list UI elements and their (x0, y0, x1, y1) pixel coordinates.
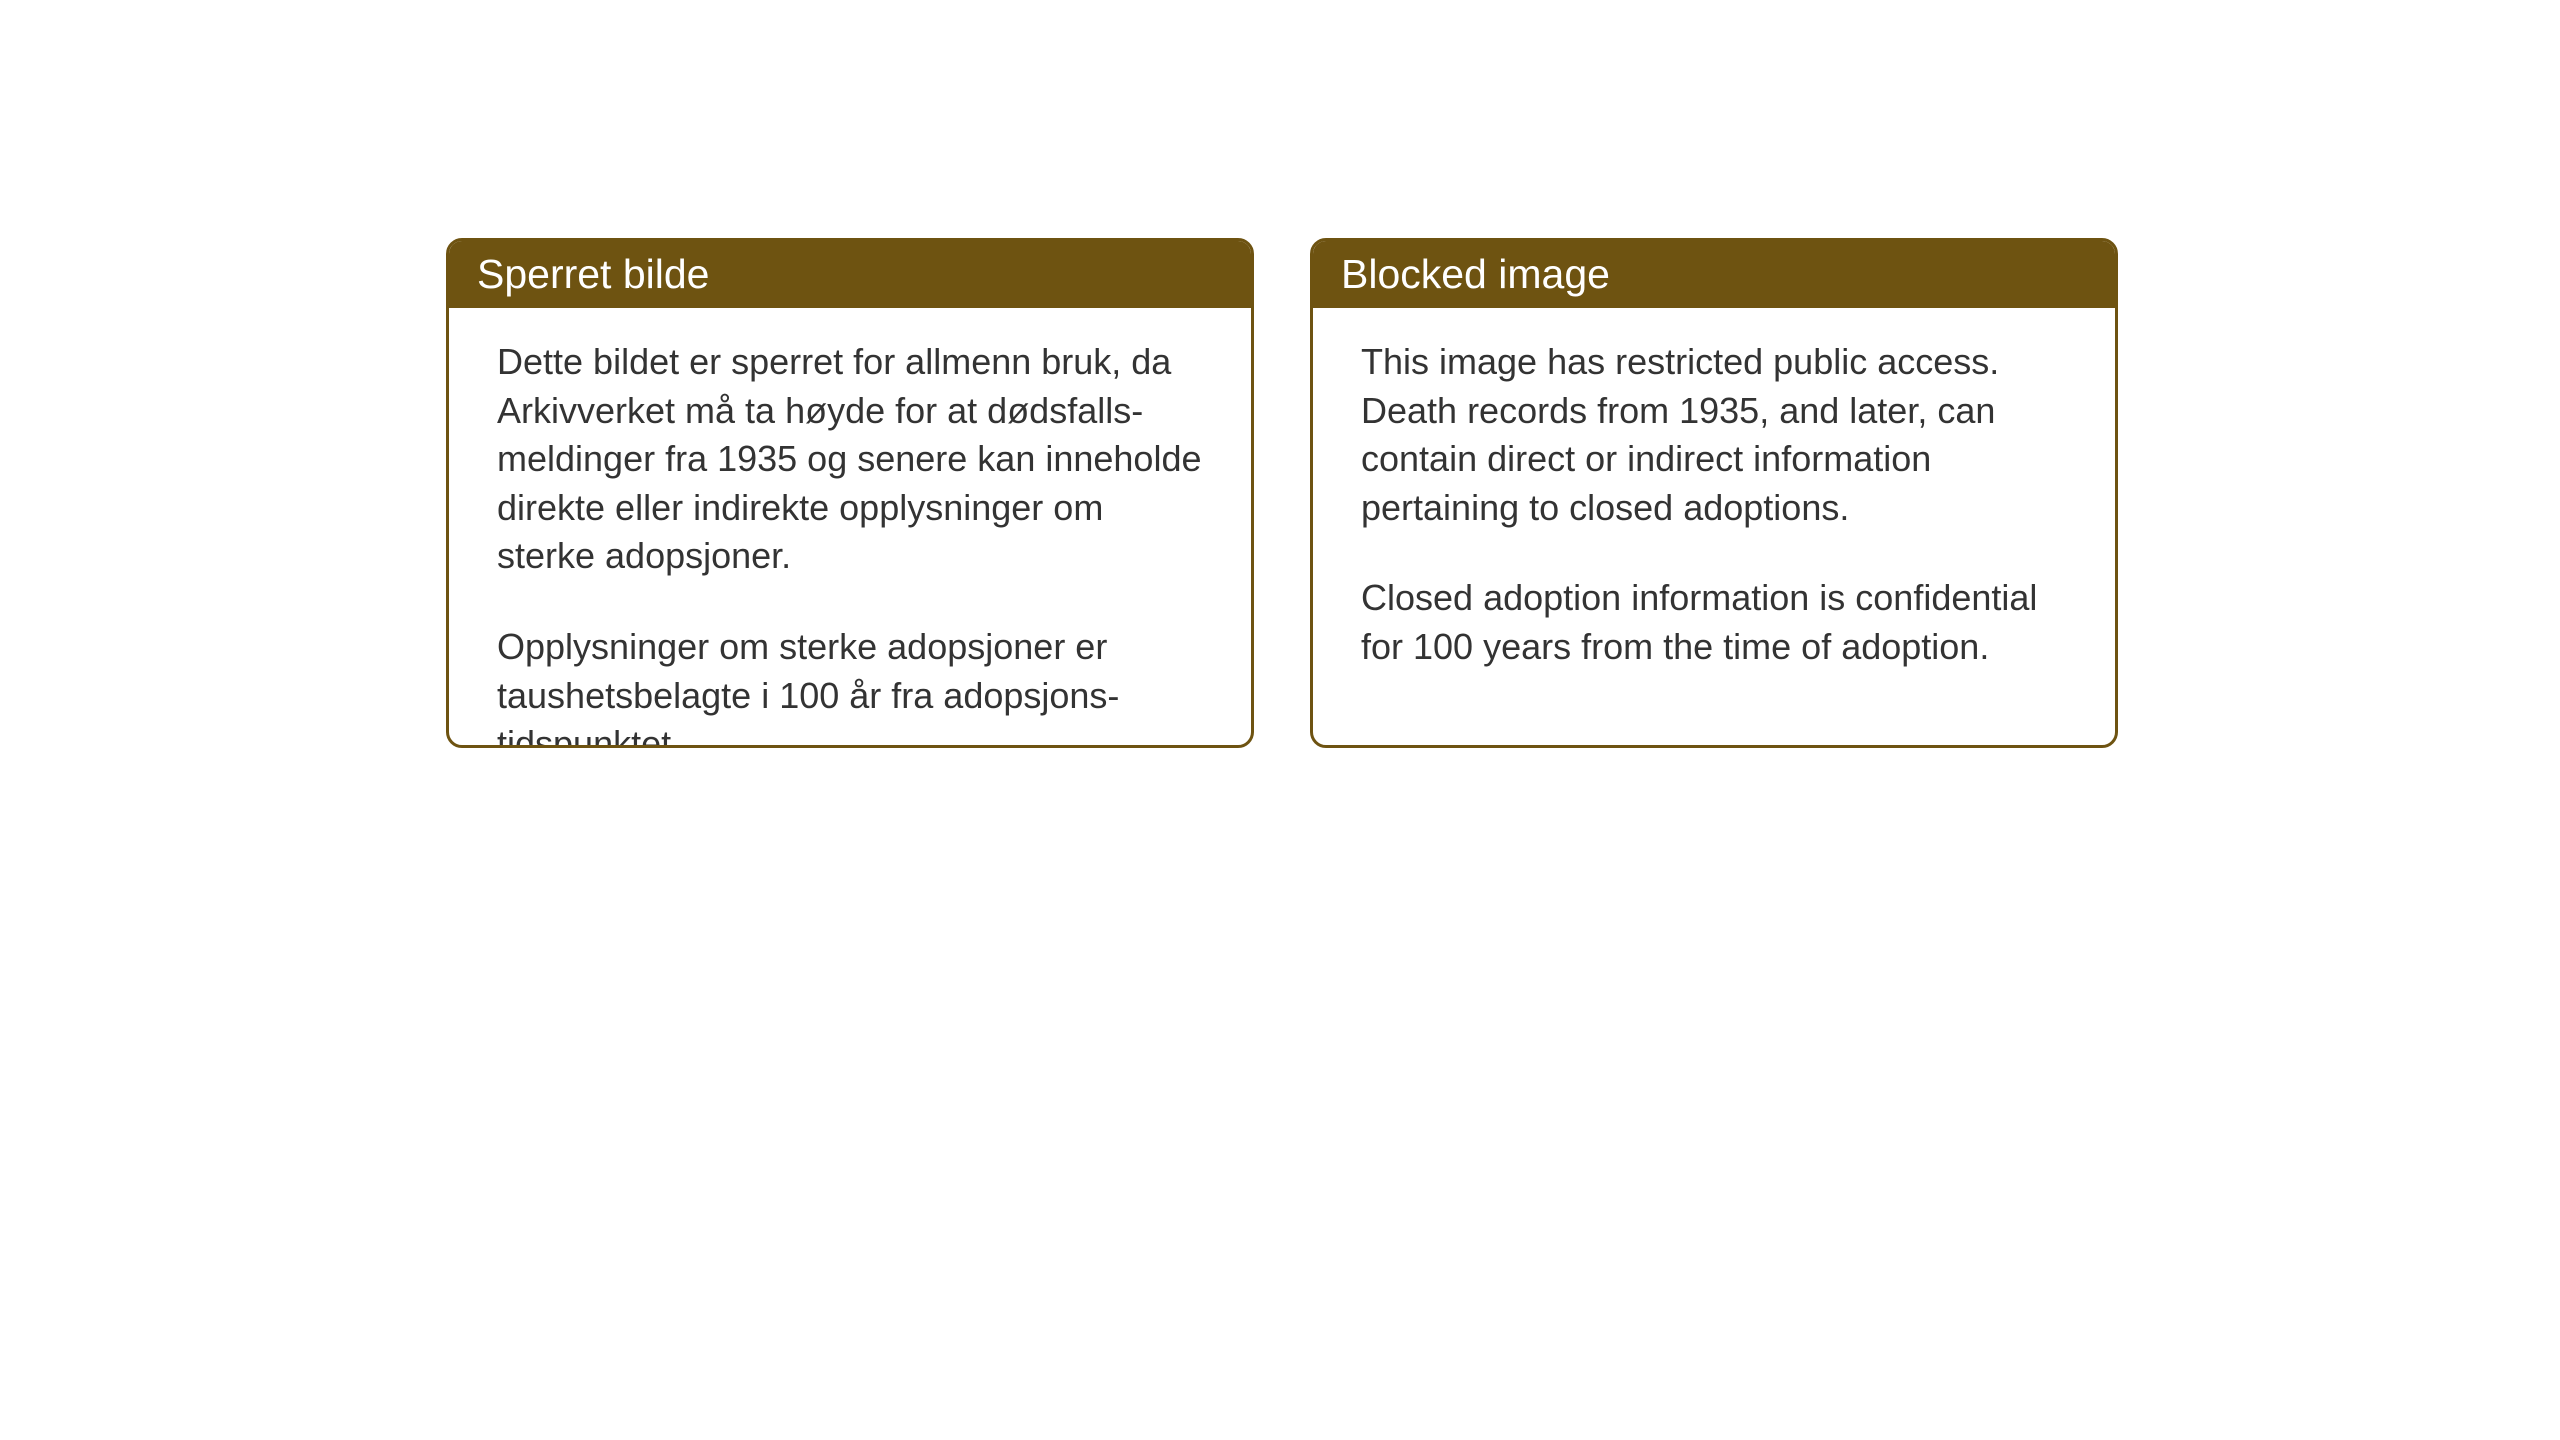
norwegian-notice-card: Sperret bilde Dette bildet er sperret fo… (446, 238, 1254, 748)
english-paragraph-1: This image has restricted public access.… (1361, 338, 2067, 532)
norwegian-paragraph-2: Opplysninger om sterke adopsjoner er tau… (497, 623, 1203, 748)
norwegian-card-title: Sperret bilde (449, 241, 1251, 308)
english-card-title: Blocked image (1313, 241, 2115, 308)
norwegian-paragraph-1: Dette bildet er sperret for allmenn bruk… (497, 338, 1203, 581)
english-card-body: This image has restricted public access.… (1313, 308, 2115, 702)
norwegian-card-body: Dette bildet er sperret for allmenn bruk… (449, 308, 1251, 748)
notice-cards-container: Sperret bilde Dette bildet er sperret fo… (446, 238, 2118, 748)
english-paragraph-2: Closed adoption information is confident… (1361, 574, 2067, 671)
english-notice-card: Blocked image This image has restricted … (1310, 238, 2118, 748)
